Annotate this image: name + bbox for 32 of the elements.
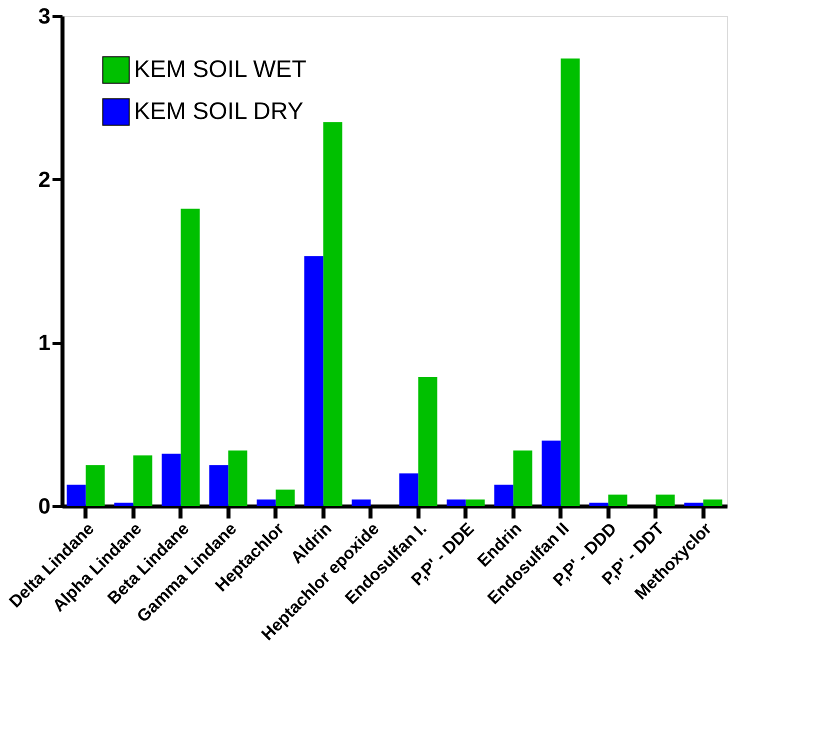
y-tick-label: 3 <box>38 4 50 28</box>
bar <box>399 473 418 506</box>
bar <box>560 58 580 506</box>
bar <box>352 499 371 506</box>
bar <box>114 502 134 506</box>
bar <box>256 499 276 506</box>
bar <box>276 490 295 506</box>
bar <box>323 122 342 506</box>
legend-label: KEM SOIL WET <box>134 56 307 83</box>
y-tick-label: 2 <box>38 166 50 192</box>
bar <box>656 494 675 506</box>
bar <box>209 465 228 506</box>
bar <box>66 484 86 506</box>
bar <box>162 454 181 506</box>
bar <box>608 494 628 506</box>
bar <box>180 208 200 506</box>
bar <box>494 484 514 506</box>
bar <box>513 450 532 506</box>
bar <box>466 499 485 506</box>
y-tick-label: 0 <box>38 494 50 518</box>
bar <box>542 440 561 506</box>
y-tick-label: 1 <box>38 330 50 356</box>
bar <box>418 376 438 506</box>
bar <box>228 450 248 506</box>
legend-label: KEM SOIL DRY <box>134 98 304 125</box>
bar <box>133 455 152 506</box>
bar <box>304 256 324 506</box>
bar <box>86 465 105 506</box>
bar <box>589 502 608 506</box>
bar <box>684 502 704 506</box>
bar <box>446 499 466 506</box>
bar <box>703 499 722 506</box>
